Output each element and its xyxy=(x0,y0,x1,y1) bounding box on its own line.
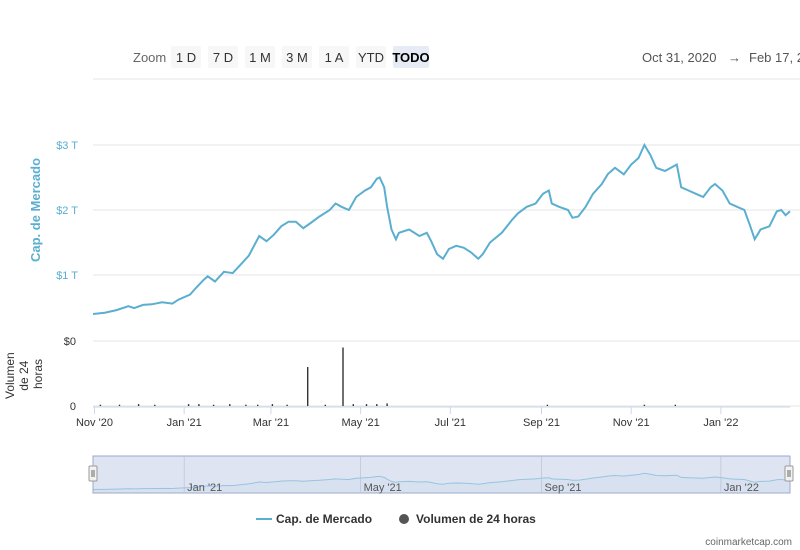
x-tick-label: Jul '21 xyxy=(435,417,466,429)
range-from[interactable]: Oct 31, 2020 xyxy=(642,50,716,65)
cap-tick-label: $2 T xyxy=(56,205,78,217)
legend-circle-marker xyxy=(399,514,409,524)
zoom-button-label: 7 D xyxy=(213,50,233,65)
zoom-button-7d[interactable]: 7 D xyxy=(208,46,238,68)
series-line-cap-de-mercado[interactable] xyxy=(92,142,791,315)
x-axis-ticks: Nov '20 Jan '21 Mar '21 May '21 Jul '21 Sep '… xyxy=(76,407,738,429)
zoom-button-label: 3 M xyxy=(286,50,308,65)
volume-bar[interactable] xyxy=(118,404,121,406)
navigator-tick-label: Sep '21 xyxy=(544,482,581,494)
zoom-button-1a[interactable]: 1 A xyxy=(319,46,349,68)
legend-label-volumen: Volumen de 24 horas xyxy=(416,512,536,526)
volume-axis-title-line-2: de 24 xyxy=(17,360,31,390)
range-navigator[interactable]: Jan '21 May '21 Sep '21 Jan '22 xyxy=(88,455,794,494)
zoom-button-ytd[interactable]: YTD xyxy=(356,46,386,68)
navigator-handle-left[interactable] xyxy=(88,465,98,482)
volume-axis-title-line-1: Volumen xyxy=(3,352,17,399)
volume-bar[interactable] xyxy=(376,404,378,406)
chart-legend: Cap. de Mercado Volumen de 24 horas xyxy=(256,512,536,526)
navigator-tick-label: Jan '22 xyxy=(724,482,759,494)
zoom-button-label: 1 M xyxy=(249,50,271,65)
volume-bar[interactable] xyxy=(352,404,354,406)
volume-bars xyxy=(99,347,676,407)
volume-bar[interactable] xyxy=(365,404,368,406)
volume-bar[interactable] xyxy=(307,367,309,406)
zoom-button-label: 1 A xyxy=(325,50,344,65)
x-tick-label: Jan '21 xyxy=(167,417,202,429)
navigator-tick-label: May '21 xyxy=(364,482,402,494)
zoom-button-label: 1 D xyxy=(176,50,196,65)
volume-bar[interactable] xyxy=(212,404,215,406)
volume-axis-title-line-3: horas xyxy=(31,359,45,389)
x-tick-label: Nov '21 xyxy=(613,417,650,429)
volume-axis-ticks: 0 $0 xyxy=(64,336,800,413)
legend-label-cap: Cap. de Mercado xyxy=(276,512,372,526)
zoom-button-todo[interactable]: TODO xyxy=(392,46,430,68)
navigator-tick-label: Jan '21 xyxy=(187,482,222,494)
navigator-ticks: Jan '21 May '21 Sep '21 Jan '22 xyxy=(183,456,759,494)
zoom-button-1m[interactable]: 1 M xyxy=(245,46,275,68)
zoom-button-1d[interactable]: 1 D xyxy=(171,46,201,68)
range-toolbar: Zoom 1 D 7 D 1 M 3 M 1 A YTD TODO Oct 31, 2020… xyxy=(133,46,800,68)
navigator-selection[interactable] xyxy=(92,455,791,494)
zoom-button-3m[interactable]: 3 M xyxy=(282,46,312,68)
grid-lines xyxy=(93,144,800,276)
volume-bar[interactable] xyxy=(674,404,676,406)
cap-axis-title: Cap. de Mercado xyxy=(28,158,43,262)
x-tick-label: Sep '21 xyxy=(523,417,560,429)
cap-tick-label: $3 T xyxy=(56,140,78,152)
volume-bar[interactable] xyxy=(198,404,200,406)
range-to[interactable]: Feb 17, 2 xyxy=(749,50,800,65)
navigator-handle-right[interactable] xyxy=(784,465,794,482)
x-tick-label: May '21 xyxy=(342,417,380,429)
volume-bar[interactable] xyxy=(643,404,646,406)
legend-item-cap-de-mercado[interactable]: Cap. de Mercado xyxy=(256,512,372,526)
volume-panel: 0 $0 Volumen de 24 horas xyxy=(3,336,800,413)
volume-bar[interactable] xyxy=(229,404,231,406)
range-arrow: → xyxy=(728,50,741,65)
volume-bar[interactable] xyxy=(342,347,344,407)
legend-item-volumen[interactable]: Volumen de 24 horas xyxy=(399,512,536,526)
x-tick-label: Mar '21 xyxy=(253,417,289,429)
volume-tick-label: $0 xyxy=(64,336,76,348)
zoom-button-label: TODO xyxy=(392,50,429,65)
volume-axis-title: Volumen de 24 horas xyxy=(3,349,45,399)
cap-axis-ticks: $1 T $2 T $3 T xyxy=(56,140,78,282)
volume-bar[interactable] xyxy=(257,404,259,406)
zoom-label: Zoom xyxy=(133,50,166,65)
volume-bar[interactable] xyxy=(324,404,326,406)
x-tick-label: Nov '20 xyxy=(76,417,113,429)
volume-bar[interactable] xyxy=(187,404,190,406)
cap-tick-label: $1 T xyxy=(56,270,78,282)
volume-bar[interactable] xyxy=(271,404,274,406)
volume-bar[interactable] xyxy=(99,404,102,406)
volume-bar[interactable] xyxy=(546,404,549,406)
x-tick-label: Jan '22 xyxy=(703,417,738,429)
volume-bar[interactable] xyxy=(286,404,288,406)
zoom-button-group: 1 D 7 D 1 M 3 M 1 A YTD TODO xyxy=(171,46,430,68)
credit-link[interactable]: coinmarketcap.com xyxy=(705,537,792,548)
volume-bar[interactable] xyxy=(386,403,388,406)
volume-bar[interactable] xyxy=(137,404,140,406)
volume-tick-label: 0 xyxy=(70,401,76,413)
zoom-button-label: YTD xyxy=(358,50,384,65)
volume-bar[interactable] xyxy=(154,404,156,406)
volume-bar[interactable] xyxy=(245,404,247,406)
